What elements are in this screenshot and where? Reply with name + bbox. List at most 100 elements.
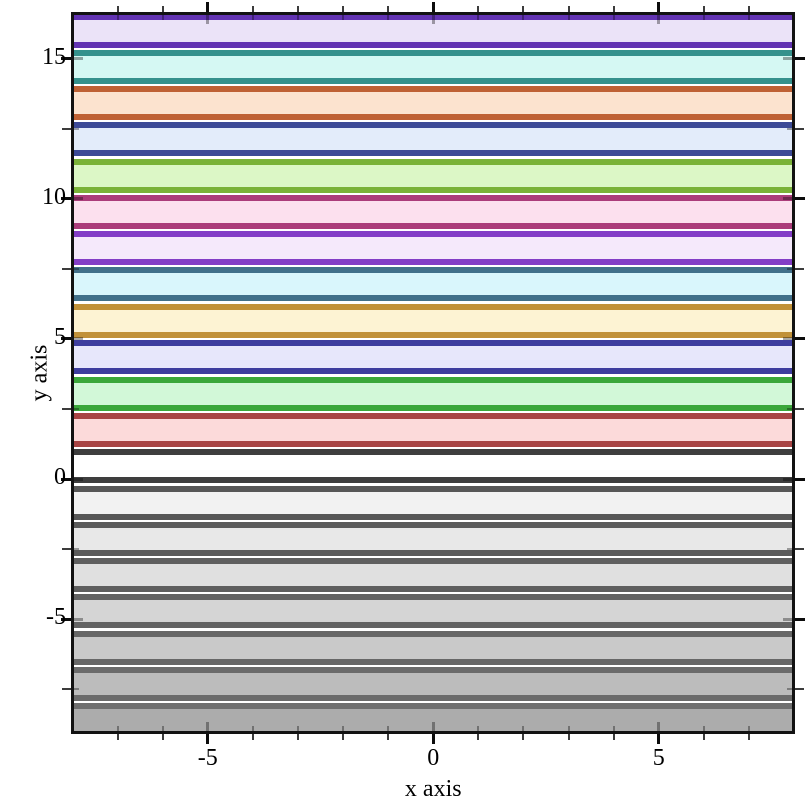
x-tick-outside-top-major xyxy=(657,2,661,12)
x-tick-outside-bottom-minor xyxy=(567,734,570,740)
y-tick-inside-left-minor xyxy=(74,688,79,691)
y-tick-label-15: 15 xyxy=(42,43,66,70)
y-tick-inside-left-major xyxy=(74,617,83,621)
x-tick-inside-top-minor xyxy=(477,15,480,20)
x-tick-inside-bottom-minor xyxy=(296,726,299,731)
y-tick-inside-right-major xyxy=(783,57,792,61)
y-tick-inside-left-minor xyxy=(74,127,79,130)
y-tick-outside-right-major xyxy=(795,197,805,201)
x-tick-outside-bottom-minor xyxy=(296,734,299,740)
x-tick-inside-top-minor xyxy=(747,15,750,20)
x-tick-inside-top-minor xyxy=(251,15,254,20)
x-tick-outside-bottom-minor xyxy=(477,734,480,740)
x-tick-inside-bottom-minor xyxy=(116,726,119,731)
y-tick-inside-right-major xyxy=(783,197,792,201)
x-tick-inside-top-major xyxy=(657,15,661,24)
x-tick-inside-bottom-minor xyxy=(612,726,615,731)
y-tick-label-0: 0 xyxy=(54,464,66,490)
x-tick-inside-top-minor xyxy=(161,15,164,20)
y-tick-outside-left-minor xyxy=(62,688,71,691)
band-olive-green xyxy=(74,158,792,193)
x-tick-outside-top-minor xyxy=(116,6,119,12)
y-tick-outside-left-major xyxy=(61,477,71,481)
x-tick-inside-bottom-minor xyxy=(747,726,750,731)
y-axis-title: y axis xyxy=(26,344,53,402)
x-tick-outside-top-minor xyxy=(251,6,254,12)
x-tick-outside-top-minor xyxy=(387,6,390,12)
band-magenta xyxy=(74,194,792,229)
band-goldenrod xyxy=(74,303,792,338)
x-tick-inside-top-minor xyxy=(567,15,570,20)
y-tick-outside-right-minor xyxy=(795,267,804,270)
x-tick-outside-bottom-minor xyxy=(612,734,615,740)
y-tick-inside-left-minor xyxy=(74,267,79,270)
x-tick-outside-bottom-major xyxy=(206,734,210,744)
y-tick-outside-right-minor xyxy=(795,548,804,551)
x-tick-outside-bottom-minor xyxy=(747,734,750,740)
y-tick-label-5: 5 xyxy=(54,323,66,350)
y-tick-outside-left-minor xyxy=(62,127,71,130)
y-tick-inside-left-major xyxy=(74,57,83,61)
y-tick-inside-right-major xyxy=(783,617,792,621)
y-tick-outside-right-major xyxy=(795,617,805,621)
x-tick-inside-top-major xyxy=(206,15,210,24)
y-tick-outside-right-minor xyxy=(795,688,804,691)
band-gray-6 xyxy=(74,666,792,701)
band-black xyxy=(74,449,792,484)
band-teal xyxy=(74,49,792,84)
y-tick-inside-right-minor xyxy=(787,407,792,410)
x-tick-outside-top-minor xyxy=(702,6,705,12)
x-tick-inside-top-major xyxy=(431,15,435,24)
y-tick-inside-right-minor xyxy=(787,267,792,270)
y-tick-inside-right-minor xyxy=(787,548,792,551)
band-steel-blue xyxy=(74,267,792,302)
x-tick-inside-top-minor xyxy=(522,15,525,20)
x-tick-outside-top-minor xyxy=(522,6,525,12)
x-tick-outside-top-minor xyxy=(747,6,750,12)
x-tick-inside-bottom-minor xyxy=(161,726,164,731)
band-violet xyxy=(74,15,792,48)
y-tick-inside-left-major xyxy=(74,197,83,201)
x-tick-outside-bottom-major xyxy=(431,734,435,744)
x-tick-inside-top-minor xyxy=(702,15,705,20)
plot-area xyxy=(74,15,792,731)
y-tick-inside-left-minor xyxy=(74,548,79,551)
y-tick-outside-right-major xyxy=(795,477,805,481)
y-tick-outside-left-minor xyxy=(62,548,71,551)
x-tick-inside-bottom-minor xyxy=(567,726,570,731)
x-tick-inside-top-minor xyxy=(612,15,615,20)
x-tick-outside-bottom-minor xyxy=(522,734,525,740)
band-blue xyxy=(74,340,792,375)
x-tick-inside-bottom-major xyxy=(206,722,210,731)
x-tick-inside-bottom-major xyxy=(657,722,661,731)
x-tick-inside-bottom-minor xyxy=(477,726,480,731)
band-gray-5 xyxy=(74,630,792,665)
y-tick-label--5: -5 xyxy=(46,604,66,631)
x-tick-outside-bottom-minor xyxy=(387,734,390,740)
x-tick-inside-bottom-minor xyxy=(342,726,345,731)
x-tick-outside-bottom-minor xyxy=(342,734,345,740)
x-tick-outside-bottom-minor xyxy=(251,734,254,740)
y-tick-inside-right-major xyxy=(783,337,792,341)
x-tick-inside-bottom-minor xyxy=(522,726,525,731)
y-tick-outside-left-major xyxy=(61,337,71,341)
x-tick-inside-bottom-major xyxy=(431,722,435,731)
y-tick-inside-right-minor xyxy=(787,127,792,130)
band-gray-7 xyxy=(74,703,792,731)
x-tick-inside-top-minor xyxy=(387,15,390,20)
x-tick-outside-top-major xyxy=(206,2,210,12)
x-tick-inside-bottom-minor xyxy=(387,726,390,731)
y-tick-inside-right-major xyxy=(783,477,792,481)
band-purple xyxy=(74,231,792,266)
x-tick-outside-top-minor xyxy=(612,6,615,12)
x-tick-label-5: 5 xyxy=(652,745,665,771)
y-tick-outside-left-major xyxy=(61,617,71,621)
y-tick-inside-right-minor xyxy=(787,688,792,691)
band-chocolate xyxy=(74,86,792,121)
x-tick-outside-top-major xyxy=(431,2,435,12)
y-tick-outside-right-major xyxy=(795,337,805,341)
x-tick-outside-top-minor xyxy=(342,6,345,12)
x-tick-outside-top-minor xyxy=(296,6,299,12)
x-tick-label-0: 0 xyxy=(427,745,440,771)
